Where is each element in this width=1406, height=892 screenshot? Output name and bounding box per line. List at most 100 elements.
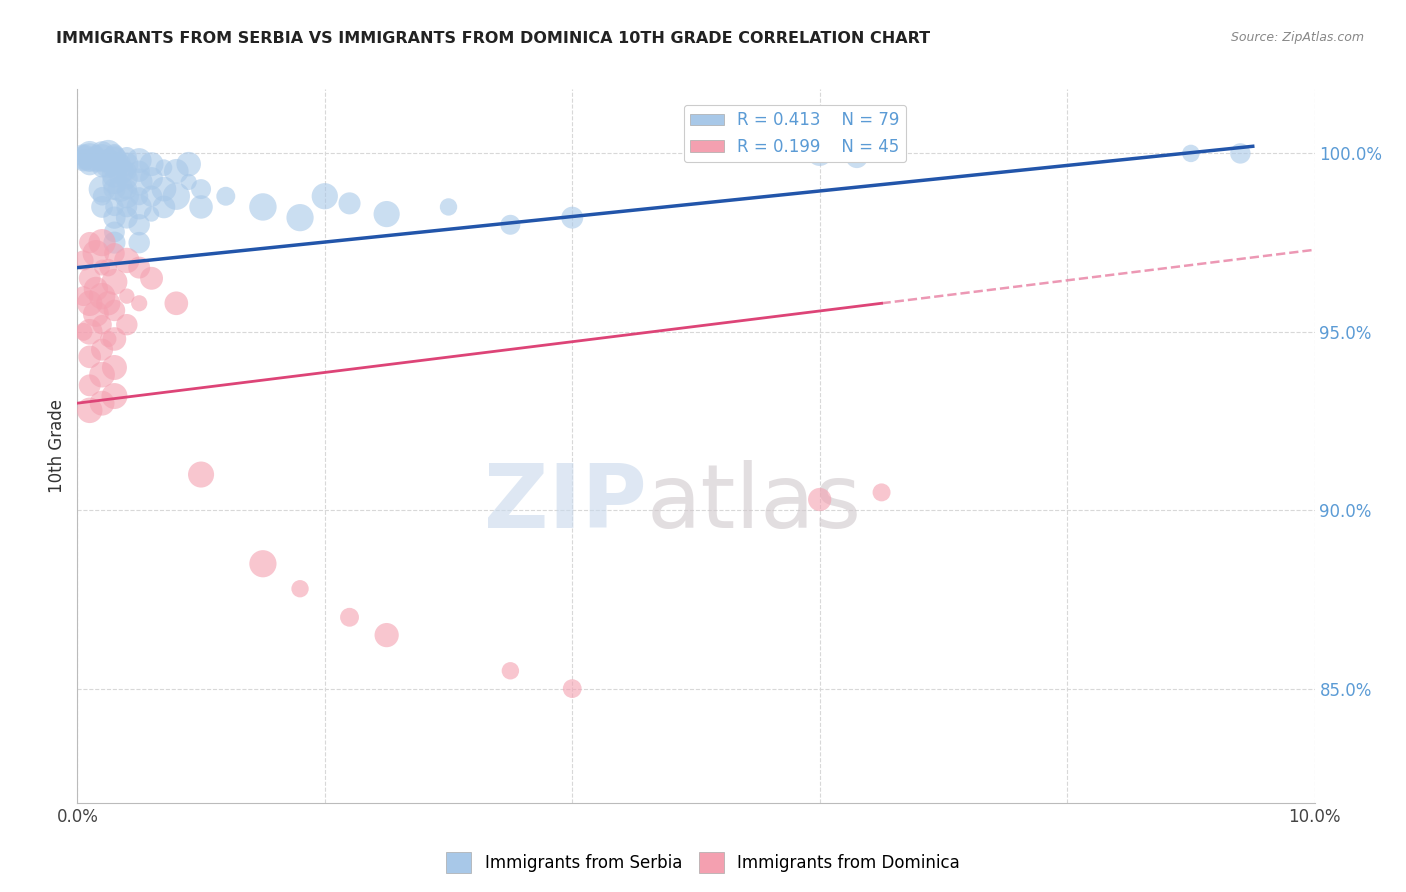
Point: [141, 207, 163, 221]
Point: [97, 157, 120, 171]
Point: [115, 189, 138, 203]
Point: [103, 303, 125, 318]
Point: [190, 182, 212, 196]
Legend: Immigrants from Serbia, Immigrants from Dominica: Immigrants from Serbia, Immigrants from …: [440, 846, 966, 880]
Point: [1229, 146, 1251, 161]
Point: [91, 289, 114, 303]
Point: [97, 153, 120, 168]
Legend: R = 0.413    N = 79, R = 0.199    N = 45: R = 0.413 N = 79, R = 0.199 N = 45: [683, 104, 905, 162]
Point: [91, 182, 114, 196]
Point: [153, 161, 176, 175]
Point: [84, 246, 107, 260]
Point: [115, 164, 138, 178]
Point: [1180, 146, 1202, 161]
Point: [79, 271, 101, 285]
Point: [103, 153, 125, 168]
Point: [128, 218, 150, 232]
Point: [288, 582, 311, 596]
Point: [103, 389, 125, 403]
Point: [561, 211, 583, 225]
Point: [128, 200, 150, 214]
Point: [79, 403, 101, 417]
Point: [103, 332, 125, 346]
Point: [252, 200, 274, 214]
Point: [91, 235, 114, 250]
Point: [91, 318, 114, 332]
Point: [177, 157, 200, 171]
Point: [103, 175, 125, 189]
Point: [128, 189, 150, 203]
Point: [103, 360, 125, 375]
Point: [72, 289, 94, 303]
Point: [91, 157, 114, 171]
Point: [103, 225, 125, 239]
Point: [153, 200, 176, 214]
Point: [437, 200, 460, 214]
Point: [115, 150, 138, 164]
Point: [103, 182, 125, 196]
Point: [128, 164, 150, 178]
Point: [339, 196, 361, 211]
Point: [84, 282, 107, 296]
Point: [115, 157, 138, 171]
Point: [79, 378, 101, 392]
Point: [91, 368, 114, 382]
Point: [128, 296, 150, 310]
Point: [190, 200, 212, 214]
Point: [103, 150, 125, 164]
Point: [72, 146, 94, 161]
Point: [141, 271, 163, 285]
Point: [110, 182, 132, 196]
Point: [79, 325, 101, 339]
Y-axis label: 10th Grade: 10th Grade: [48, 399, 66, 493]
Point: [103, 146, 125, 161]
Point: [91, 200, 114, 214]
Point: [115, 289, 138, 303]
Point: [97, 150, 120, 164]
Point: [845, 150, 868, 164]
Point: [91, 260, 114, 275]
Point: [91, 343, 114, 357]
Point: [79, 296, 101, 310]
Point: [97, 260, 120, 275]
Point: [128, 153, 150, 168]
Point: [79, 150, 101, 164]
Point: [128, 260, 150, 275]
Point: [91, 189, 114, 203]
Point: [375, 628, 398, 642]
Point: [84, 146, 107, 161]
Point: [72, 253, 94, 268]
Point: [110, 164, 132, 178]
Point: [103, 246, 125, 260]
Point: [141, 157, 163, 171]
Point: [141, 189, 163, 203]
Point: [870, 485, 893, 500]
Point: [215, 189, 238, 203]
Point: [499, 218, 522, 232]
Point: [72, 150, 94, 164]
Point: [91, 161, 114, 175]
Point: [103, 211, 125, 225]
Point: [808, 146, 831, 161]
Point: [115, 182, 138, 196]
Text: IMMIGRANTS FROM SERBIA VS IMMIGRANTS FROM DOMINICA 10TH GRADE CORRELATION CHART: IMMIGRANTS FROM SERBIA VS IMMIGRANTS FRO…: [56, 31, 931, 46]
Point: [91, 150, 114, 164]
Point: [128, 235, 150, 250]
Point: [72, 325, 94, 339]
Text: atlas: atlas: [647, 459, 862, 547]
Point: [91, 396, 114, 410]
Point: [79, 153, 101, 168]
Point: [115, 253, 138, 268]
Point: [103, 168, 125, 182]
Point: [103, 161, 125, 175]
Text: ZIP: ZIP: [484, 459, 647, 547]
Point: [339, 610, 361, 624]
Point: [165, 164, 187, 178]
Point: [499, 664, 522, 678]
Point: [79, 350, 101, 364]
Point: [314, 189, 336, 203]
Point: [128, 175, 150, 189]
Point: [141, 171, 163, 186]
Point: [97, 332, 120, 346]
Text: Source: ZipAtlas.com: Source: ZipAtlas.com: [1230, 31, 1364, 45]
